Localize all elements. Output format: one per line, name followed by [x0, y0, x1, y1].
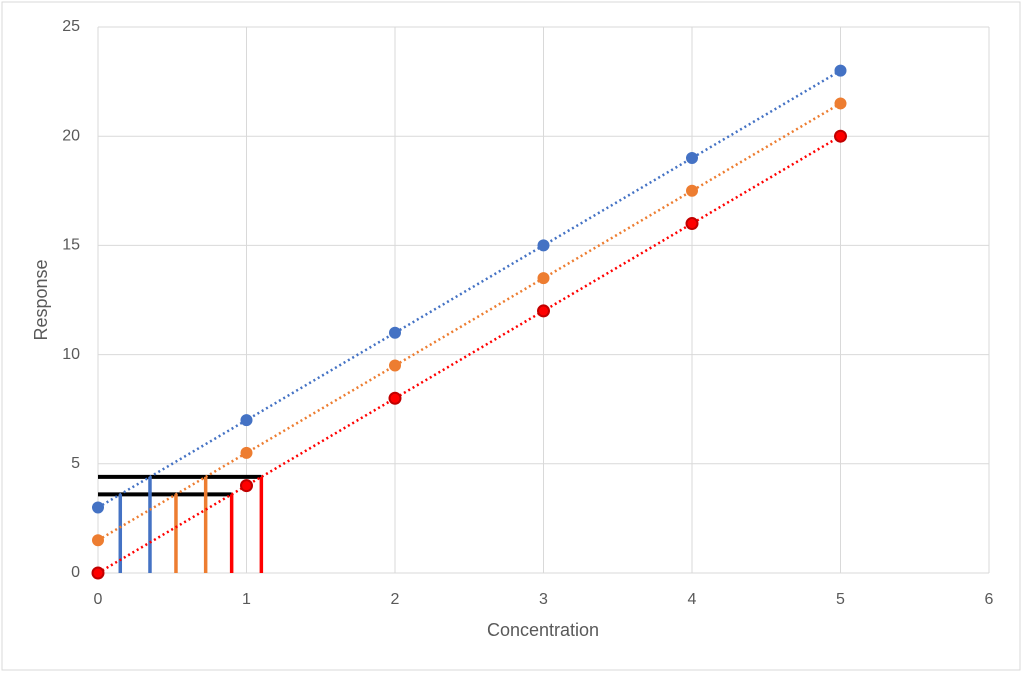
data-point	[686, 184, 698, 197]
x-tick-label: 2	[391, 591, 400, 608]
y-tick-label: 10	[62, 346, 80, 363]
data-point	[686, 152, 698, 165]
trendline	[97, 69, 842, 509]
x-axis-title: Concentration	[487, 620, 599, 640]
y-tick-label: 20	[62, 127, 80, 144]
y-axis-title: Response	[31, 259, 51, 340]
data-point	[240, 446, 253, 459]
data-point	[537, 304, 550, 318]
data-point	[537, 239, 550, 252]
y-tick-label: 5	[71, 455, 80, 472]
x-tick-label: 0	[94, 591, 103, 608]
data-point	[834, 64, 847, 77]
x-tick-label: 6	[985, 591, 994, 608]
data-point	[389, 359, 401, 372]
trendline	[97, 135, 842, 575]
y-tick-label: 15	[62, 237, 80, 254]
data-point	[91, 566, 105, 580]
data-point	[834, 97, 847, 110]
x-tick-label: 3	[539, 591, 548, 608]
data-point	[537, 272, 550, 285]
y-tick-label: 25	[62, 18, 80, 35]
x-tick-label: 5	[836, 591, 845, 608]
data-point	[834, 129, 847, 143]
y-tick-label: 0	[71, 564, 80, 581]
data-point	[389, 326, 401, 339]
data-point	[388, 391, 402, 405]
trendline	[97, 102, 842, 542]
data-point	[240, 414, 253, 427]
x-tick-label: 4	[688, 591, 697, 608]
x-tick-label: 1	[242, 591, 251, 608]
data-point	[92, 501, 104, 514]
data-point	[685, 217, 699, 231]
data-point	[240, 479, 253, 493]
data-point	[92, 534, 104, 547]
